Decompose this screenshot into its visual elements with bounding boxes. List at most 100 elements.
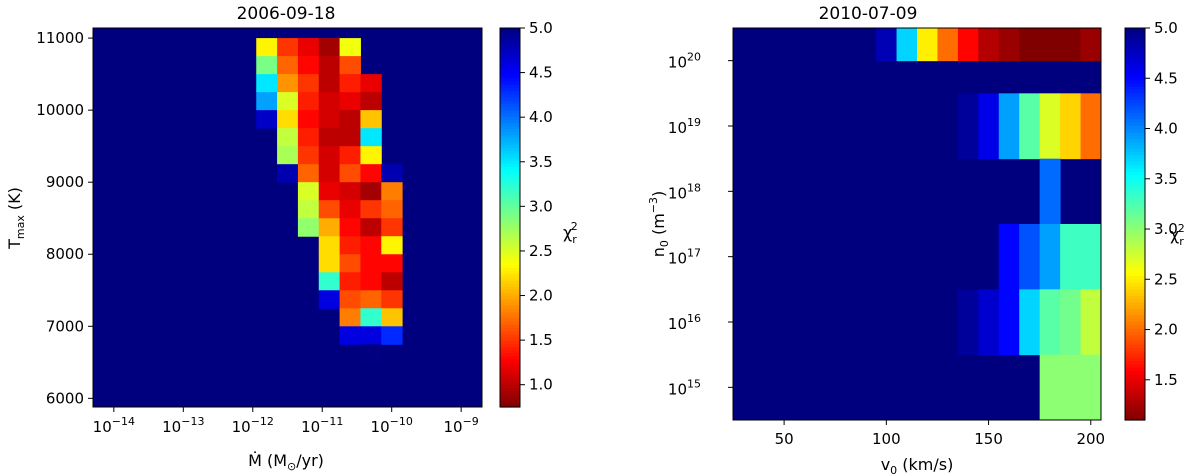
colorbar-strip (1125, 263, 1145, 268)
heatmap-cell (339, 38, 361, 57)
y-tick-label: 1015 (668, 377, 701, 398)
heatmap-cell (318, 92, 341, 111)
colorbar-strip (500, 148, 520, 152)
colorbar-strip (1125, 201, 1145, 205)
colorbar-strip (1125, 31, 1145, 36)
colorbar-strip (1125, 282, 1145, 287)
heatmap-cell (360, 110, 382, 129)
colorbar-strip (1125, 57, 1145, 62)
colorbar-strip (1125, 416, 1145, 421)
right-heatmap-cells (876, 28, 1102, 421)
heatmap-cell (339, 290, 361, 309)
colorbar-strip (500, 94, 520, 99)
colorbar-strip (500, 290, 520, 294)
heatmap-cell (318, 218, 341, 237)
colorbar-tick-label: 4.0 (529, 108, 553, 126)
colorbar-strip (1125, 109, 1145, 114)
heatmap-cell (318, 182, 341, 201)
x-tick-label: 10−12 (232, 415, 274, 436)
right-chart-title: 2010-07-09 (819, 4, 918, 24)
colorbar-strip (500, 296, 520, 301)
heatmap-cell (381, 200, 403, 219)
colorbar-strip (500, 268, 520, 272)
heatmap-cell (1060, 28, 1082, 62)
colorbar-strip (500, 286, 520, 291)
heatmap-cell (381, 182, 403, 201)
colorbar-strip (1125, 253, 1145, 258)
colorbar-strip (1125, 233, 1145, 238)
left-chart: 2006-09-18 10−14 10−13 10−12 10−11 10−10 10−9… (5, 4, 483, 473)
colorbar-strip (500, 391, 520, 395)
heatmap-cell (360, 236, 382, 255)
colorbar-strip (1125, 112, 1145, 117)
x-tick-label: 10−11 (301, 415, 343, 436)
colorbar-tick-label: 2.5 (1154, 270, 1178, 288)
heatmap-cell (339, 308, 361, 327)
heatmap-cell (297, 164, 320, 183)
heatmap-cell (256, 56, 278, 75)
colorbar-strip (1125, 273, 1145, 277)
colorbar-strip (500, 321, 520, 326)
colorbar-strip (1125, 230, 1145, 235)
heatmap-cell (360, 92, 382, 111)
colorbar-strip (500, 384, 520, 389)
left-y-label-sub: max (14, 215, 27, 239)
colorbar-strip (500, 119, 520, 124)
colorbar-strip (1125, 178, 1145, 183)
colorbar-strip (1125, 377, 1145, 382)
colorbar-strip (500, 214, 520, 219)
colorbar-strip (1125, 41, 1145, 45)
colorbar-strip (500, 264, 520, 269)
colorbar-tick-label: 4.5 (1154, 69, 1178, 87)
heatmap-cell (339, 128, 361, 147)
heatmap-cell (318, 38, 341, 57)
heatmap-cell (360, 326, 382, 345)
colorbar-strip (1125, 279, 1145, 284)
colorbar-strip (500, 91, 520, 95)
heatmap-cell (297, 182, 320, 201)
colorbar-strip (500, 144, 520, 149)
colorbar-tick-label: 2.0 (1154, 321, 1178, 339)
colorbar-strip (1125, 122, 1145, 127)
colorbar-strip (500, 163, 520, 168)
x-tick-label: 100 (872, 430, 901, 448)
x-tick-label: 50 (775, 430, 794, 448)
colorbar-strip (500, 135, 520, 140)
colorbar-strip (500, 220, 520, 225)
heatmap-cell (360, 290, 382, 309)
heatmap-cell (318, 236, 341, 255)
colorbar-strip (1125, 295, 1145, 300)
x-tick-label: 10−10 (371, 415, 413, 436)
colorbar-strip (500, 359, 520, 364)
colorbar-strip (1125, 132, 1145, 137)
colorbar-strip (1125, 90, 1145, 94)
colorbar-strip (1125, 50, 1145, 55)
colorbar-strip (500, 34, 520, 39)
colorbar-strip (1125, 299, 1145, 303)
colorbar-tick-label: 3.0 (529, 197, 553, 215)
colorbar-strip (500, 141, 520, 146)
left-x-axis-label: Ṁ (M⊙/yr) (248, 451, 324, 473)
heatmap-cell (998, 28, 1020, 62)
colorbar-strip (1125, 152, 1145, 156)
colorbar-strip (1125, 328, 1145, 333)
colorbar-strip (500, 208, 520, 212)
colorbar-strip (1125, 312, 1145, 317)
heatmap-cell (318, 74, 341, 93)
colorbar-strip (1125, 135, 1145, 140)
heatmap-cell (277, 74, 299, 93)
heatmap-cell (339, 182, 361, 201)
colorbar-tick-label: 2.5 (529, 242, 553, 260)
right-y-axis: 1015 1016 1017 1018 1019 1020 (668, 51, 733, 398)
heatmap-cell (360, 128, 382, 147)
colorbar-strip (1125, 308, 1145, 313)
heatmap-cell (297, 110, 320, 129)
colorbar-strip (500, 59, 520, 64)
colorbar-strip (1125, 119, 1145, 124)
colorbar-strip (500, 72, 520, 76)
heatmap-cell (998, 289, 1020, 356)
colorbar-strip (1125, 348, 1145, 352)
colorbar-strip (1125, 338, 1145, 343)
colorbar-strip (500, 46, 520, 51)
colorbar-strip (1125, 96, 1145, 101)
